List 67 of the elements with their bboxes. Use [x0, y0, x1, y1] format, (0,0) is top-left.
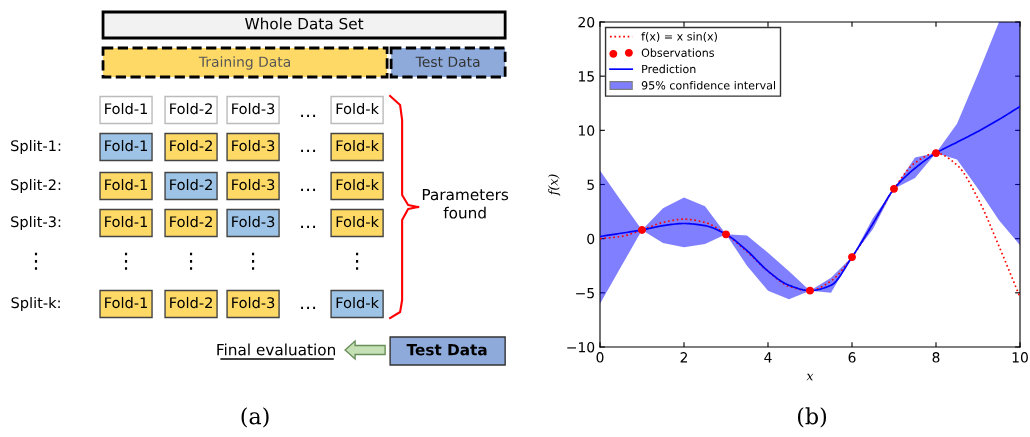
category-label: Fold-3	[232, 139, 275, 152]
category-label: ⋮	[124, 252, 128, 270]
category-label: Fold-1	[105, 215, 148, 228]
text: Parameters found	[422, 188, 509, 219]
y-tick-label: 0	[587, 233, 595, 245]
category-label: ⋮	[189, 252, 193, 270]
category-label: Fold-3	[232, 215, 275, 228]
category-label: ⋮	[356, 252, 359, 270]
category-label: Fold-k	[336, 102, 379, 115]
category-label: Fold-k	[336, 215, 379, 228]
y-tick-label: −5	[576, 287, 594, 299]
point	[890, 184, 898, 193]
text: Test Data	[415, 56, 480, 68]
y-tick-label: 20	[578, 16, 595, 28]
category-label: …	[301, 149, 316, 152]
annotation: 95% confidence interval	[641, 80, 776, 90]
text: (b)	[797, 407, 827, 428]
text: Test Data	[406, 344, 487, 356]
point	[638, 226, 646, 234]
category-label: …	[301, 306, 316, 309]
y-tick-label: −10	[567, 341, 595, 353]
point	[722, 230, 730, 239]
text: Whole Data Set	[245, 17, 364, 30]
y-axis-title: f(x)	[548, 174, 561, 196]
category-label: Split-1:	[11, 139, 61, 155]
category-label: Fold-1	[105, 102, 148, 115]
category-label: Fold-2	[170, 296, 212, 309]
x-tick-label: 10	[1012, 352, 1028, 363]
category-label: …	[301, 225, 316, 228]
category-label: Fold-3	[232, 102, 275, 115]
x-tick-label: 0	[596, 352, 604, 363]
point	[848, 253, 856, 262]
category-label: Fold-k	[336, 139, 379, 152]
category-label: Fold-1	[105, 139, 148, 152]
category-label: Fold-3	[232, 178, 275, 191]
x-tick-label: 4	[764, 352, 772, 363]
legend-label: Observations	[641, 48, 715, 57]
x-tick-label: 2	[680, 352, 688, 363]
category-label: Split-k:	[11, 296, 60, 312]
point	[806, 286, 814, 295]
text: Final evaluation	[217, 343, 335, 356]
category-label: ⋮	[251, 252, 255, 270]
category-label: Split-3:	[11, 215, 61, 231]
text: Training Data	[198, 56, 290, 70]
x-tick-label: 8	[932, 352, 940, 363]
y-tick-label: 15	[578, 71, 594, 82]
text: (a)	[241, 407, 269, 428]
category-label: Fold-3	[232, 296, 275, 309]
category-label: …	[301, 188, 316, 191]
category-label: Fold-2	[170, 102, 212, 115]
y-tick-label: 10	[578, 125, 595, 136]
legend-label: f(x) = x sin(x)	[641, 32, 717, 42]
category-label: Fold-1	[105, 296, 148, 309]
category-label: Fold-2	[170, 215, 212, 228]
category-label: Fold-2	[170, 178, 212, 191]
x-axis-title: x	[806, 373, 814, 381]
category-label: Fold-k	[336, 178, 379, 191]
legend-label: Prediction	[642, 64, 696, 74]
point	[932, 149, 940, 158]
x-tick-label: 6	[848, 352, 856, 363]
category-label: Fold-2	[170, 139, 212, 152]
category-label: ⋮	[34, 252, 38, 270]
category-label: Fold-1	[105, 178, 148, 191]
category-label: …	[301, 114, 316, 117]
category-label: Split-2:	[11, 178, 61, 194]
y-tick-label: 5	[587, 179, 594, 190]
category-label: Fold-k	[336, 296, 379, 309]
